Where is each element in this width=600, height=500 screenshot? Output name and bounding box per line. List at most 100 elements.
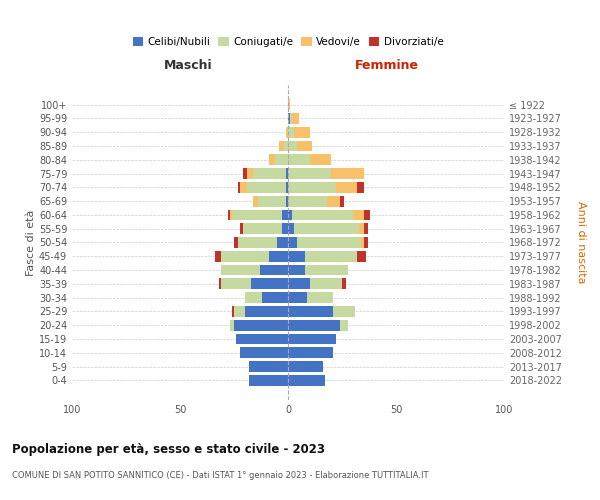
Bar [288,127,295,138]
Y-axis label: Fasce di età: Fasce di età [26,210,36,276]
Bar [331,168,364,179]
Bar [342,278,346,289]
Bar [288,196,327,206]
Bar [227,210,230,220]
Bar [288,375,325,386]
Bar [286,196,288,206]
Bar [269,154,275,165]
Bar [253,196,258,206]
Bar [277,237,288,248]
Bar [288,140,296,151]
Bar [258,196,286,206]
Bar [286,127,288,138]
Bar [288,154,310,165]
Legend: Celibi/Nubili, Coniugati/e, Vedovi/e, Divorziati/e: Celibi/Nubili, Coniugati/e, Vedovi/e, Di… [128,33,448,52]
Bar [357,182,364,193]
Bar [288,278,310,289]
Bar [288,182,335,193]
Bar [288,210,292,220]
Bar [353,210,364,220]
Bar [251,278,288,289]
Bar [288,251,305,262]
Text: Femmine: Femmine [355,60,419,72]
Bar [292,210,353,220]
Bar [288,237,296,248]
Bar [242,168,247,179]
Bar [221,264,260,276]
Bar [296,237,361,248]
Bar [334,306,355,317]
Bar [247,182,286,193]
Bar [230,210,232,220]
Bar [340,196,344,206]
Bar [242,224,281,234]
Bar [364,210,370,220]
Bar [296,140,312,151]
Bar [260,264,288,276]
Bar [310,278,342,289]
Bar [364,224,368,234]
Bar [232,210,281,220]
Bar [238,182,241,193]
Bar [238,237,277,248]
Bar [290,113,292,124]
Bar [234,237,238,248]
Text: Maschi: Maschi [164,60,213,72]
Bar [359,224,364,234]
Bar [249,375,288,386]
Text: COMUNE DI SAN POTITO SANNITICO (CE) - Dati ISTAT 1° gennaio 2023 - Elaborazione : COMUNE DI SAN POTITO SANNITICO (CE) - Da… [12,471,428,480]
Bar [288,306,334,317]
Bar [288,348,334,358]
Bar [245,306,288,317]
Bar [364,237,368,248]
Bar [288,361,323,372]
Bar [215,251,221,262]
Bar [280,140,284,151]
Bar [232,306,234,317]
Bar [288,320,340,330]
Bar [288,334,335,344]
Bar [219,278,221,289]
Bar [234,320,288,330]
Bar [281,210,288,220]
Bar [275,154,288,165]
Bar [305,264,349,276]
Bar [327,196,340,206]
Bar [269,251,288,262]
Bar [307,292,334,303]
Bar [310,154,331,165]
Bar [241,224,242,234]
Bar [340,320,349,330]
Bar [288,292,307,303]
Bar [221,251,269,262]
Bar [292,113,299,124]
Bar [335,182,357,193]
Bar [241,348,288,358]
Bar [241,182,247,193]
Bar [247,168,253,179]
Bar [288,113,290,124]
Bar [295,224,359,234]
Bar [305,251,357,262]
Bar [288,264,305,276]
Bar [281,224,288,234]
Bar [288,100,290,110]
Bar [286,182,288,193]
Bar [288,168,331,179]
Bar [295,127,310,138]
Bar [230,320,234,330]
Bar [245,292,262,303]
Bar [262,292,288,303]
Bar [234,306,245,317]
Bar [249,361,288,372]
Y-axis label: Anni di nascita: Anni di nascita [576,201,586,284]
Bar [236,334,288,344]
Bar [357,251,366,262]
Text: Popolazione per età, sesso e stato civile - 2023: Popolazione per età, sesso e stato civil… [12,442,325,456]
Bar [288,224,295,234]
Bar [253,168,286,179]
Bar [361,237,364,248]
Bar [284,140,288,151]
Bar [286,168,288,179]
Bar [221,278,251,289]
